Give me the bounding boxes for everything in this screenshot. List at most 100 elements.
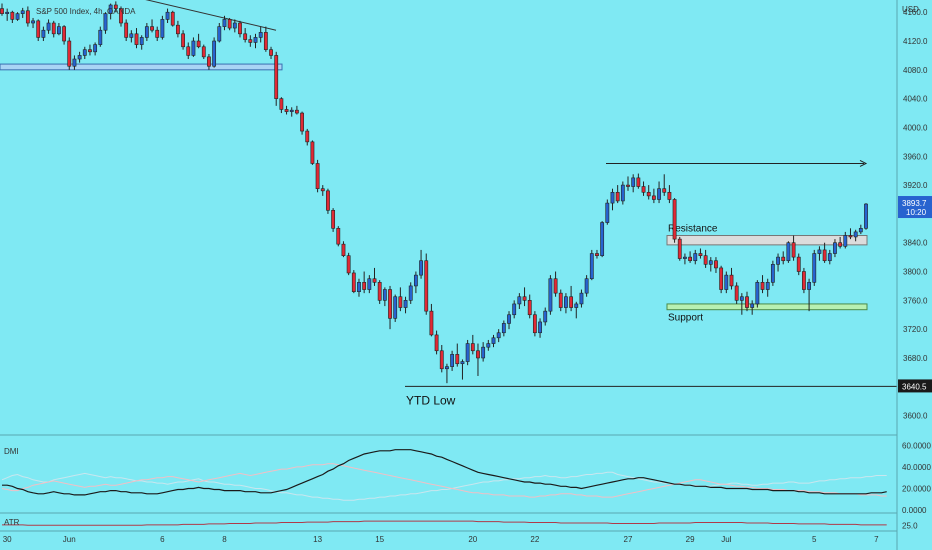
resistance-zone (666, 235, 868, 246)
candle-body (181, 33, 185, 48)
candle (719, 265, 724, 294)
candle-body (558, 292, 563, 308)
candle (419, 249, 423, 279)
candle (238, 20, 242, 38)
candle (791, 235, 796, 261)
candle (5, 8, 10, 21)
candle (636, 173, 641, 189)
candle (139, 35, 144, 50)
candle-body (274, 55, 279, 99)
candle-body (501, 323, 506, 334)
time-axis[interactable]: 30 Jun 6 8 13 15 20 22 27 29 Jul 5 7 (3, 535, 879, 544)
candle-body (802, 271, 806, 290)
candle-body (403, 300, 408, 308)
candle-body (620, 184, 625, 202)
candle-body (20, 10, 25, 14)
candle (796, 253, 801, 276)
candle (134, 28, 139, 49)
candle-body (46, 22, 51, 31)
candle (584, 275, 589, 297)
candle-body (683, 256, 687, 259)
candle (227, 17, 232, 31)
candle (279, 97, 284, 114)
price-tick-label: 3720.0 (903, 325, 928, 334)
candle-body (398, 296, 403, 308)
candle (403, 296, 408, 314)
time-tick-label: 30 (3, 535, 12, 544)
candle-body (36, 20, 41, 38)
candle-body (232, 22, 237, 29)
candle (222, 15, 227, 31)
candle-body (610, 191, 615, 204)
candle-body (760, 282, 765, 290)
candle-body (77, 55, 82, 60)
candle-body (703, 255, 708, 265)
candle-body (646, 191, 651, 197)
candle-body (10, 11, 15, 20)
candle (382, 287, 387, 307)
candle-body (512, 303, 517, 316)
candle-body (858, 228, 863, 233)
candle-body (848, 235, 853, 238)
time-tick-label: Jun (63, 535, 76, 544)
upper-range-zone (0, 63, 283, 71)
support-label: Support (668, 313, 703, 324)
dmi-plus-line (1, 471, 887, 501)
candle (289, 107, 294, 117)
candle-body (31, 20, 35, 24)
pane-separators (0, 0, 898, 550)
candle (807, 278, 811, 312)
candle-body (734, 285, 739, 301)
candle (445, 363, 449, 384)
candle (558, 289, 563, 312)
candle-body (481, 346, 486, 359)
candle-body (367, 278, 372, 290)
candle (853, 229, 858, 242)
candle (693, 249, 698, 265)
candle (677, 236, 682, 261)
dmi-tick-label: 60.0000 (902, 441, 931, 450)
candle-body (817, 249, 822, 254)
candle-body (424, 260, 429, 312)
support-zone (666, 303, 868, 311)
dmi-adx-line (2, 449, 887, 496)
candle (460, 359, 465, 380)
candle (398, 287, 403, 312)
candle (10, 10, 15, 24)
candle-body (476, 350, 480, 359)
time-tick-label: 13 (313, 535, 322, 544)
level-layer: Resistance Support YTD Low (0, 0, 897, 407)
candle (362, 271, 367, 294)
candle-body (843, 235, 848, 247)
candle-body (745, 296, 749, 308)
candle-body (677, 238, 682, 259)
candle-body (98, 29, 103, 45)
candle-body (362, 282, 367, 290)
candle (0, 3, 4, 16)
time-tick-label: 22 (530, 535, 539, 544)
candle-body (248, 39, 253, 43)
candle-body (579, 292, 584, 305)
candle (341, 241, 346, 258)
price-tick-label: 3920.0 (903, 181, 928, 190)
candle-body (207, 56, 211, 67)
candle-body (357, 282, 361, 292)
candle-body (82, 49, 87, 56)
candle-body (765, 282, 770, 290)
candle (336, 226, 341, 247)
time-tick-label: 6 (160, 535, 165, 544)
price-axis[interactable]: 4160.0 4120.0 4080.0 4040.0 4000.0 3960.0 3920… (898, 8, 932, 421)
candle-body (564, 296, 568, 308)
candle (532, 311, 537, 337)
currency-label: USD (902, 5, 919, 14)
candle (765, 278, 770, 297)
candle (512, 300, 517, 319)
candle-body (393, 296, 398, 319)
candle (683, 253, 687, 265)
candle-body (258, 32, 263, 38)
candle-body (150, 26, 154, 31)
candle-body (57, 26, 61, 35)
candle-body (196, 40, 201, 48)
candle-body (253, 37, 258, 43)
